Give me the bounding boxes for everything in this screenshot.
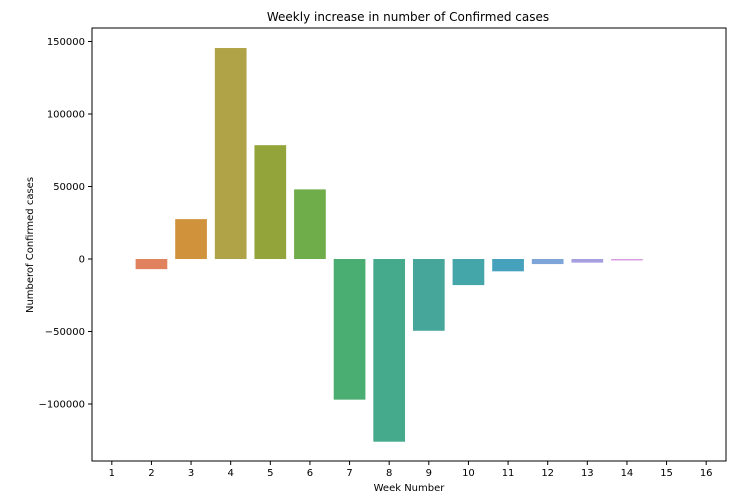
x-tick-label: 15 (660, 468, 673, 479)
bar-week-2 (135, 259, 168, 270)
x-tick-label: 3 (188, 468, 194, 479)
x-tick-label: 11 (502, 468, 515, 479)
y-tick-label: −100000 (38, 400, 85, 411)
y-tick-label: 100000 (47, 110, 85, 121)
y-tick-label: 150000 (47, 37, 85, 48)
chart-title: Weekly increase in number of Confirmed c… (267, 10, 549, 24)
bar-week-7 (333, 259, 366, 400)
x-tick-label: 6 (307, 468, 313, 479)
x-tick-label: 8 (386, 468, 392, 479)
bar-week-12 (531, 259, 564, 265)
plot-frame (91, 27, 727, 462)
x-tick-label: 16 (700, 468, 713, 479)
x-tick-label: 9 (426, 468, 432, 479)
x-tick-label: 1 (109, 468, 115, 479)
x-tick-label: 5 (267, 468, 273, 479)
y-axis-label: Numberof Confirmed cases (25, 177, 36, 313)
bar-week-13 (571, 259, 604, 263)
x-tick-label: 2 (148, 468, 154, 479)
x-tick-label: 12 (541, 468, 554, 479)
x-tick-label: 7 (346, 468, 352, 479)
bar-week-8 (373, 259, 406, 442)
y-tick-label: −50000 (45, 327, 85, 338)
bar-week-3 (175, 219, 207, 260)
x-axis: 1 2 3 4 5 6 7 8 9 10 11 12 13 14 15 16 (109, 461, 713, 479)
bar-week-9 (412, 259, 445, 331)
x-tick-label: 10 (462, 468, 475, 479)
bar-week-14 (611, 259, 643, 261)
bar-week-6 (294, 189, 326, 259)
y-axis: −100000 −50000 0 50000 100000 150000 (38, 37, 92, 411)
x-tick-label: 13 (581, 468, 594, 479)
bar-week-5 (254, 145, 287, 259)
x-axis-label: Week Number (374, 483, 446, 494)
bar-week-10 (452, 259, 485, 286)
bars-group (135, 48, 643, 442)
bar-week-4 (214, 48, 247, 259)
y-tick-label: 0 (79, 255, 85, 266)
x-tick-label: 4 (228, 468, 234, 479)
y-tick-label: 50000 (53, 182, 85, 193)
x-tick-label: 14 (621, 468, 634, 479)
bar-week-11 (492, 259, 524, 272)
